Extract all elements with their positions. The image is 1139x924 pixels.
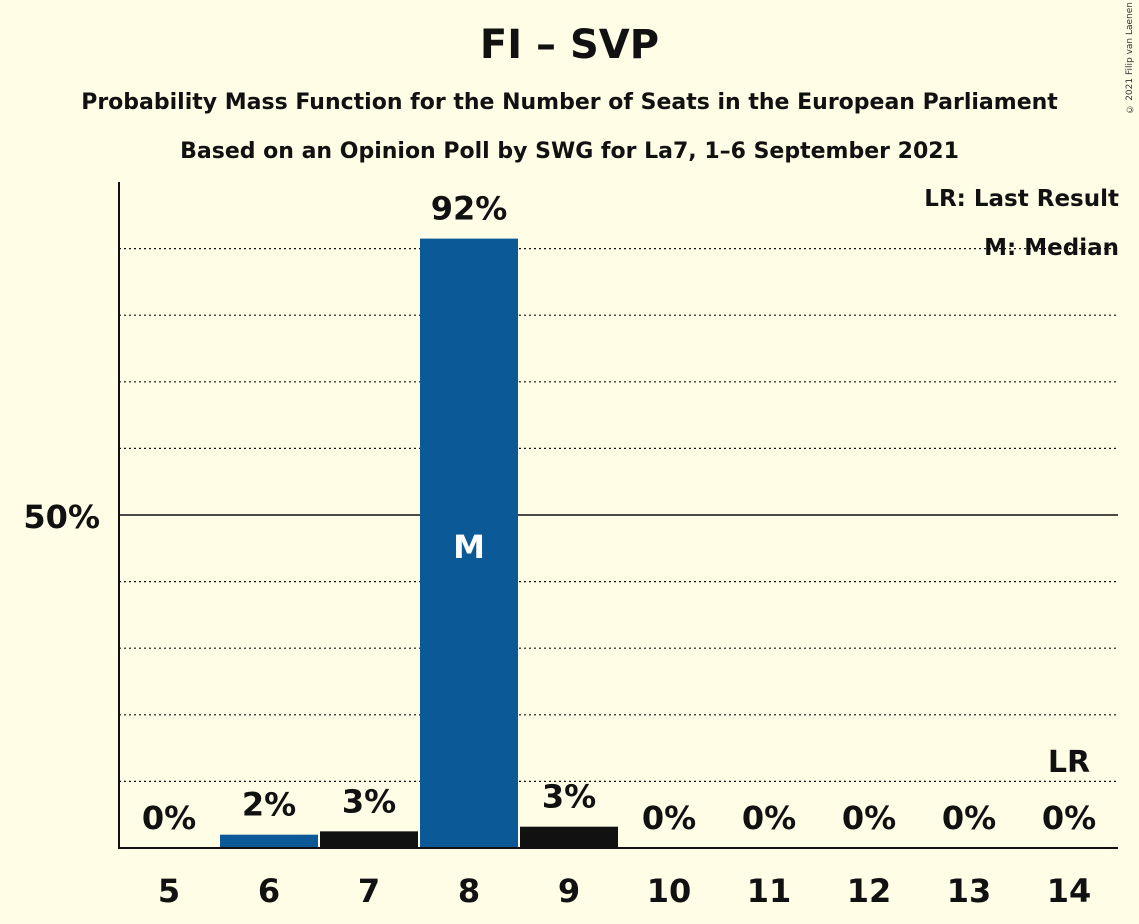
- x-tick-label-8: 8: [458, 872, 480, 910]
- x-tick-label-6: 6: [258, 872, 280, 910]
- chart-subtitle-2: Based on an Opinion Poll by SWG for La7,…: [180, 139, 959, 164]
- chart-title: FI – SVP: [479, 22, 660, 68]
- legend-median: M: Median: [984, 235, 1119, 261]
- value-label-8: 92%: [431, 190, 508, 228]
- x-tick-label-9: 9: [558, 872, 580, 910]
- x-tick-label-13: 13: [947, 872, 992, 910]
- x-tick-label-5: 5: [158, 872, 180, 910]
- bar-7: [320, 831, 418, 848]
- value-label-6: 2%: [242, 786, 296, 824]
- bar-6: [220, 834, 318, 848]
- value-label-12: 0%: [842, 799, 896, 837]
- legend-last-result: LR: Last Result: [924, 186, 1119, 212]
- x-tick-label-11: 11: [747, 872, 792, 910]
- x-tick-label-12: 12: [847, 872, 892, 910]
- bar-8: [420, 238, 518, 849]
- value-label-13: 0%: [942, 799, 996, 837]
- value-label-11: 0%: [742, 799, 796, 837]
- value-label-7: 3%: [342, 782, 396, 820]
- value-label-10: 0%: [642, 799, 696, 837]
- x-tick-label-14: 14: [1047, 872, 1092, 910]
- y-tick-label: 50%: [23, 498, 100, 536]
- value-label-9: 3%: [542, 778, 596, 816]
- value-label-5: 0%: [142, 799, 196, 837]
- x-tick-label-7: 7: [358, 872, 380, 910]
- x-tick-label-10: 10: [647, 872, 692, 910]
- bar-9: [520, 826, 618, 848]
- value-label-14: 0%: [1042, 799, 1096, 837]
- chart-subtitle: Probability Mass Function for the Number…: [81, 90, 1058, 115]
- last-result-marker: LR: [1048, 745, 1090, 780]
- median-marker: M: [453, 528, 485, 566]
